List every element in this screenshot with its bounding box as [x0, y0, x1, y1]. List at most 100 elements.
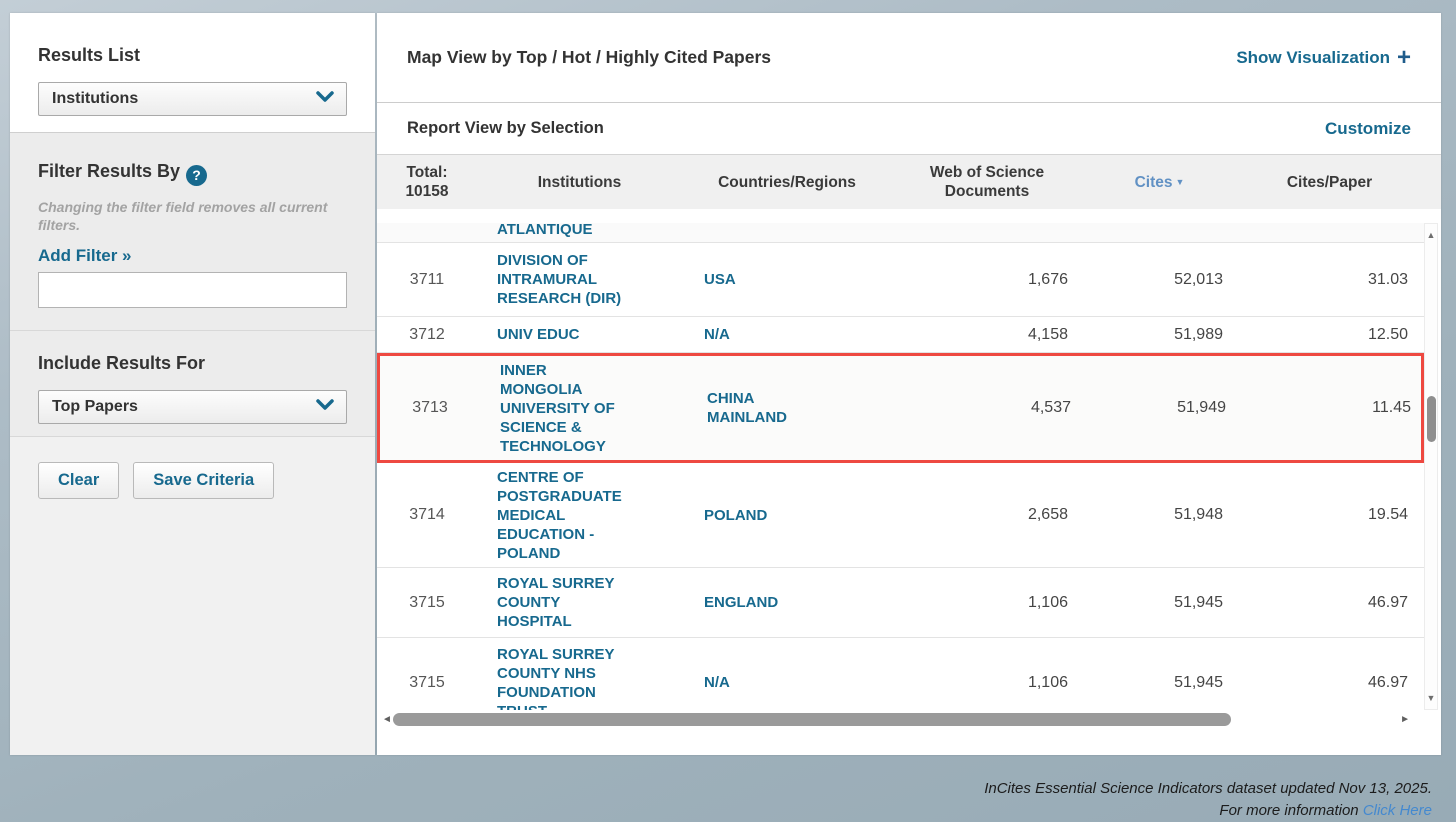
- cites-cell: 51,948: [1174, 506, 1223, 523]
- table-row: 3712 UNIV EDUC N/A 4,158 51,989 12.50: [377, 317, 1424, 353]
- cites-cell: 52,013: [1174, 270, 1223, 288]
- click-here-link[interactable]: Click Here: [1362, 802, 1432, 819]
- cites-per-paper-cell: 31.03: [1367, 270, 1408, 288]
- filter-results-section: Filter Results By? Changing the filter f…: [10, 133, 375, 331]
- cites-cell: 51,989: [1174, 325, 1223, 343]
- table-row-highlighted: 3713 INNER MONGOLIA UNIVERSITY OF SCIENC…: [377, 353, 1424, 463]
- scroll-left-icon[interactable]: ◄: [382, 714, 392, 725]
- filter-note: Changing the filter field removes all cu…: [38, 198, 328, 233]
- filter-results-label-text: Filter Results By: [38, 161, 181, 181]
- chevron-down-icon: [316, 398, 334, 416]
- rank-cell: 3715: [409, 593, 445, 611]
- cites-header-label: Cites: [1134, 173, 1173, 191]
- institution-link[interactable]: CENTRE OF POSTGRADUATE MEDICAL EDUCATION…: [497, 468, 622, 562]
- country-cell: USA: [704, 271, 736, 288]
- include-results-section: Include Results For Top Papers: [10, 331, 375, 437]
- include-results-selected-value: Top Papers: [52, 398, 138, 415]
- more-information-text: For more information: [1219, 802, 1363, 819]
- report-view-title: Report View by Selection: [407, 119, 604, 137]
- filter-input[interactable]: [38, 271, 347, 308]
- docs-cell: 1,676: [1027, 270, 1068, 288]
- vertical-scrollbar-thumb[interactable]: [1427, 396, 1436, 442]
- dataset-updated-text: InCites Essential Science Indicators dat…: [984, 780, 1432, 797]
- add-filter-link[interactable]: Add Filter »: [38, 245, 132, 265]
- country-cell: N/A: [704, 674, 730, 691]
- horizontal-scrollbar[interactable]: ◄ ►: [377, 710, 1424, 732]
- show-visualization-label: Show Visualization: [1236, 47, 1390, 67]
- cites-per-paper-cell: 11.45: [1372, 399, 1411, 416]
- sort-desc-icon: ▼: [1175, 176, 1185, 187]
- table-row: 3715 ROYAL SURREY COUNTY HOSPITAL ENGLAN…: [377, 568, 1424, 638]
- total-count-header: Total: 10158: [377, 163, 477, 201]
- column-header-wos-documents[interactable]: Web of Science Documents: [929, 164, 1045, 200]
- map-view-bar: Map View by Top / Hot / Highly Cited Pap…: [377, 13, 1441, 103]
- country-cell: ENGLAND: [704, 594, 779, 611]
- cites-per-paper-cell: 46.97: [1367, 673, 1408, 691]
- table-row-clipped-top: ATLANTIQUE: [377, 223, 1424, 243]
- column-header-countries[interactable]: Countries/Regions: [718, 173, 856, 191]
- results-list-selected-value: Institutions: [52, 90, 139, 107]
- map-view-title: Map View by Top / Hot / Highly Cited Pap…: [407, 47, 771, 67]
- horizontal-scrollbar-thumb[interactable]: [393, 713, 1231, 726]
- results-list-section: Results List Institutions: [10, 13, 375, 133]
- dataset-footer: InCites Essential Science Indicators dat…: [984, 778, 1432, 822]
- table-header-row: Total: 10158 Institutions Countries/Regi…: [377, 155, 1441, 209]
- results-panel: Map View by Top / Hot / Highly Cited Pap…: [377, 13, 1441, 755]
- table-row-clipped-bottom: 3715 ROYAL SURREY COUNTY NHS FOUNDATION …: [377, 638, 1424, 710]
- docs-cell: 1,106: [1027, 673, 1068, 691]
- docs-cell: 4,537: [1030, 399, 1071, 416]
- more-information-line: For more information Click Here: [984, 800, 1432, 822]
- table-row: 3714 CENTRE OF POSTGRADUATE MEDICAL EDUC…: [377, 463, 1424, 568]
- institution-link[interactable]: INNER MONGOLIA UNIVERSITY OF SCIENCE & T…: [500, 361, 615, 455]
- institution-link[interactable]: ROYAL SURREY COUNTY HOSPITAL: [497, 575, 615, 630]
- help-icon[interactable]: ?: [186, 164, 208, 186]
- filters-sidebar: Results List Institutions Filter Results…: [10, 13, 375, 755]
- table-scroll-viewport: ATLANTIQUE 3711 DIVISION OF INTRAMURAL R…: [377, 223, 1424, 710]
- docs-cell: 1,106: [1027, 593, 1068, 611]
- filter-results-label: Filter Results By?: [38, 161, 347, 186]
- rank-cell: 3711: [409, 270, 445, 288]
- cites-cell: 51,949: [1177, 399, 1226, 416]
- rank-cell: 3715: [409, 673, 445, 691]
- clear-button[interactable]: Clear: [38, 462, 120, 499]
- include-results-select[interactable]: Top Papers: [38, 390, 347, 424]
- rank-cell: 3713: [412, 399, 448, 416]
- criteria-actions-section: Clear Save Criteria: [10, 437, 375, 755]
- table-row: 3711 DIVISION OF INTRAMURAL RESEARCH (DI…: [377, 243, 1424, 317]
- institution-link[interactable]: UNIV EDUC: [497, 326, 580, 343]
- include-results-label: Include Results For: [38, 353, 206, 373]
- customize-link[interactable]: Customize: [1325, 118, 1411, 138]
- total-value: 10158: [405, 183, 449, 200]
- results-list-select[interactable]: Institutions: [38, 82, 347, 116]
- column-header-cites-sorted[interactable]: Cites ▼: [1082, 173, 1237, 192]
- scroll-right-icon[interactable]: ►: [1400, 714, 1410, 725]
- country-cell: POLAND: [704, 506, 768, 524]
- country-cell: N/A: [704, 326, 730, 343]
- scroll-up-icon[interactable]: ▲: [1426, 230, 1436, 240]
- country-cell: CHINA MAINLAND: [707, 390, 787, 426]
- report-view-bar: Report View by Selection Customize: [377, 103, 1441, 155]
- save-criteria-button[interactable]: Save Criteria: [133, 462, 275, 499]
- cites-per-paper-cell: 46.97: [1367, 593, 1408, 611]
- institution-link[interactable]: ROYAL SURREY COUNTY NHS FOUNDATION TRUST: [497, 645, 615, 711]
- table-body: ATLANTIQUE 3711 DIVISION OF INTRAMURAL R…: [377, 223, 1441, 710]
- cites-per-paper-cell: 12.50: [1367, 325, 1408, 343]
- rank-cell: 3714: [409, 506, 445, 523]
- column-header-cites-per-paper[interactable]: Cites/Paper: [1286, 173, 1373, 191]
- plus-icon: +: [1396, 43, 1411, 71]
- cites-cell: 51,945: [1174, 673, 1223, 691]
- rank-cell: 3712: [409, 325, 445, 343]
- total-label: Total:: [406, 164, 448, 181]
- institution-link[interactable]: DIVISION OF INTRAMURAL RESEARCH (DIR): [497, 252, 622, 307]
- cites-cell: 51,945: [1174, 593, 1223, 611]
- column-header-institutions[interactable]: Institutions: [537, 173, 622, 191]
- vertical-scrollbar[interactable]: ▲ ▼: [1424, 223, 1438, 710]
- docs-cell: 2,658: [1027, 506, 1068, 523]
- show-visualization-link[interactable]: Show Visualization +: [1236, 43, 1411, 71]
- institution-link[interactable]: ATLANTIQUE: [497, 223, 593, 238]
- cites-per-paper-cell: 19.54: [1367, 506, 1408, 523]
- scroll-down-icon[interactable]: ▼: [1426, 693, 1436, 703]
- results-list-label: Results List: [38, 45, 141, 65]
- docs-cell: 4,158: [1027, 325, 1068, 343]
- chevron-down-icon: [316, 90, 334, 108]
